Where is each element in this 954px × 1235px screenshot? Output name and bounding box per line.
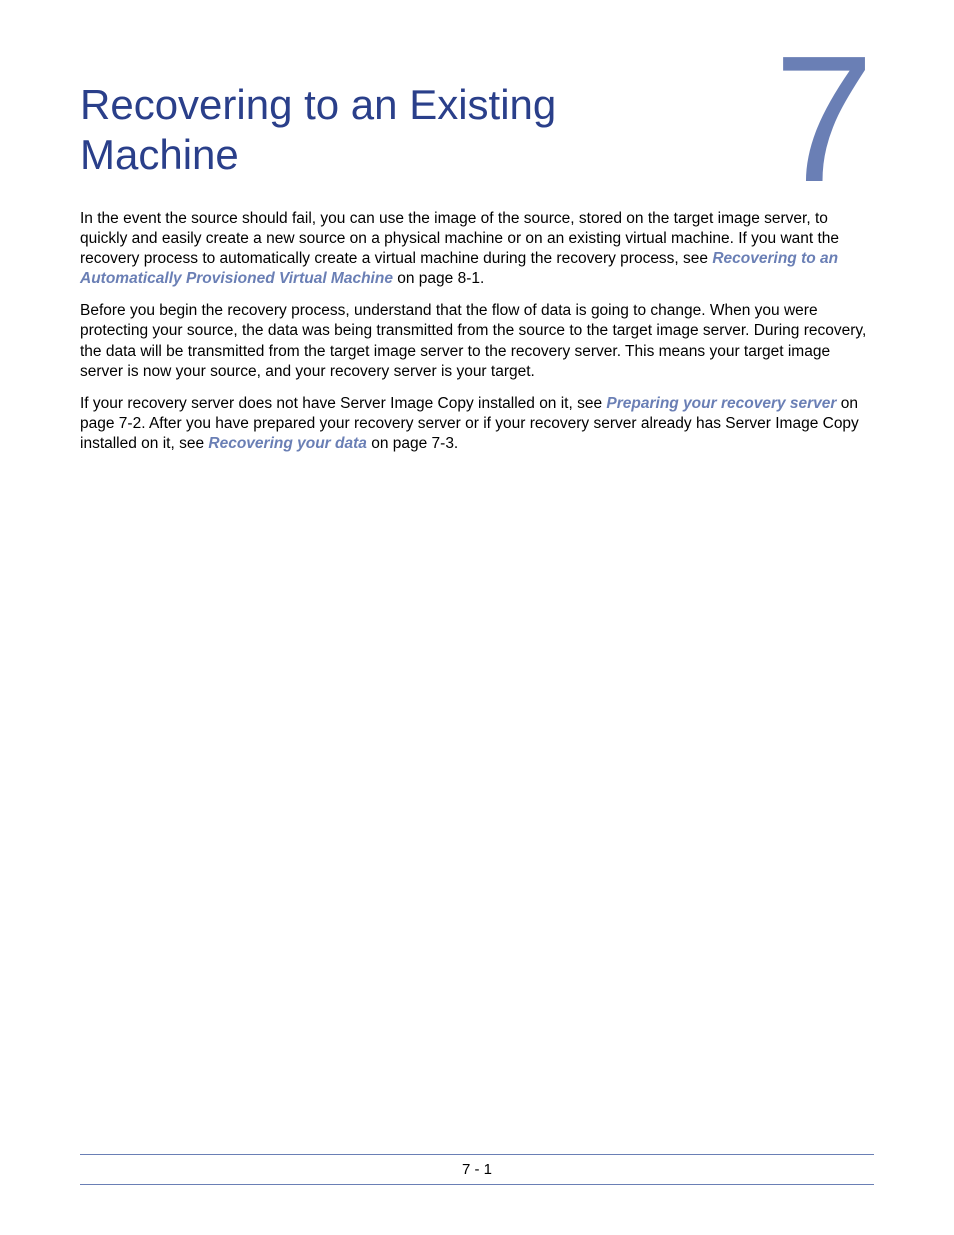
paragraph-1: In the event the source should fail, you…: [80, 209, 874, 290]
document-page: 7 Recovering to an Existing Machine In t…: [0, 0, 954, 454]
paragraph-3-text-c: on page 7-3.: [367, 435, 458, 452]
link-recovering-data[interactable]: Recovering your data: [208, 435, 367, 452]
page-footer: 7 - 1: [80, 1154, 874, 1185]
link-preparing-recovery-server[interactable]: Preparing your recovery server: [606, 395, 836, 412]
page-number: 7 - 1: [462, 1161, 492, 1178]
paragraph-1-text-b: on page 8-1.: [393, 270, 484, 287]
paragraph-3: If your recovery server does not have Se…: [80, 394, 874, 454]
paragraph-3-text-a: If your recovery server does not have Se…: [80, 395, 606, 412]
chapter-number: 7: [774, 30, 874, 210]
paragraph-2: Before you begin the recovery process, u…: [80, 301, 874, 382]
chapter-title: Recovering to an Existing Machine: [80, 80, 640, 181]
